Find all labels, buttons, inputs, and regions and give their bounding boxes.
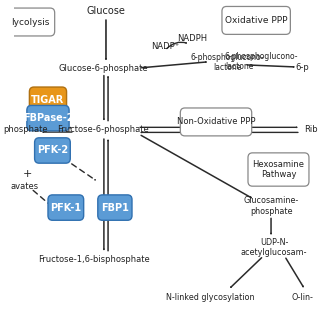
Text: 6-p: 6-p [295, 62, 309, 72]
Text: UDP-N-
acetylglucosam-: UDP-N- acetylglucosam- [241, 237, 307, 257]
Text: FBP1: FBP1 [101, 203, 129, 212]
FancyBboxPatch shape [35, 138, 70, 163]
Text: PFK-1: PFK-1 [50, 203, 81, 212]
Text: NADPH: NADPH [177, 34, 207, 43]
FancyBboxPatch shape [98, 195, 132, 220]
Text: FBPase-2: FBPase-2 [23, 113, 73, 123]
Text: lycolysis: lycolysis [11, 18, 49, 27]
Text: TIGAR: TIGAR [31, 95, 65, 105]
Text: +: + [22, 169, 32, 179]
Text: O-lin-: O-lin- [291, 293, 313, 302]
Text: 6-phosphoglucono-
lactone: 6-phosphoglucono- lactone [191, 52, 264, 72]
FancyBboxPatch shape [248, 153, 309, 186]
Text: N-linked glycosylation: N-linked glycosylation [166, 293, 254, 302]
Text: Glucose: Glucose [86, 6, 125, 16]
Text: Glucose-6-phosphate: Glucose-6-phosphate [58, 63, 148, 73]
Text: PFK-2: PFK-2 [37, 146, 68, 156]
Text: Fructose-6-phosphate: Fructose-6-phosphate [57, 125, 149, 134]
Text: Oxidative PPP: Oxidative PPP [225, 16, 287, 25]
Text: 6-phosphoglucono-
lactone: 6-phosphoglucono- lactone [225, 52, 299, 71]
Text: Rib: Rib [304, 125, 317, 134]
Text: Hexosamine
Pathway: Hexosamine Pathway [252, 160, 304, 179]
FancyBboxPatch shape [180, 108, 252, 136]
FancyBboxPatch shape [29, 87, 67, 112]
Text: Non-Oxidative PPP: Non-Oxidative PPP [177, 117, 255, 126]
FancyBboxPatch shape [222, 6, 290, 34]
FancyBboxPatch shape [27, 105, 69, 131]
Text: NADP⁺: NADP⁺ [151, 42, 180, 51]
Text: phosphate: phosphate [4, 125, 48, 134]
FancyBboxPatch shape [48, 195, 84, 220]
Text: Fructose-1,6-bisphosphate: Fructose-1,6-bisphosphate [38, 255, 150, 264]
Text: Glucosamine-
phosphate: Glucosamine- phosphate [244, 196, 299, 216]
FancyBboxPatch shape [6, 8, 55, 36]
Text: avates: avates [10, 182, 38, 191]
